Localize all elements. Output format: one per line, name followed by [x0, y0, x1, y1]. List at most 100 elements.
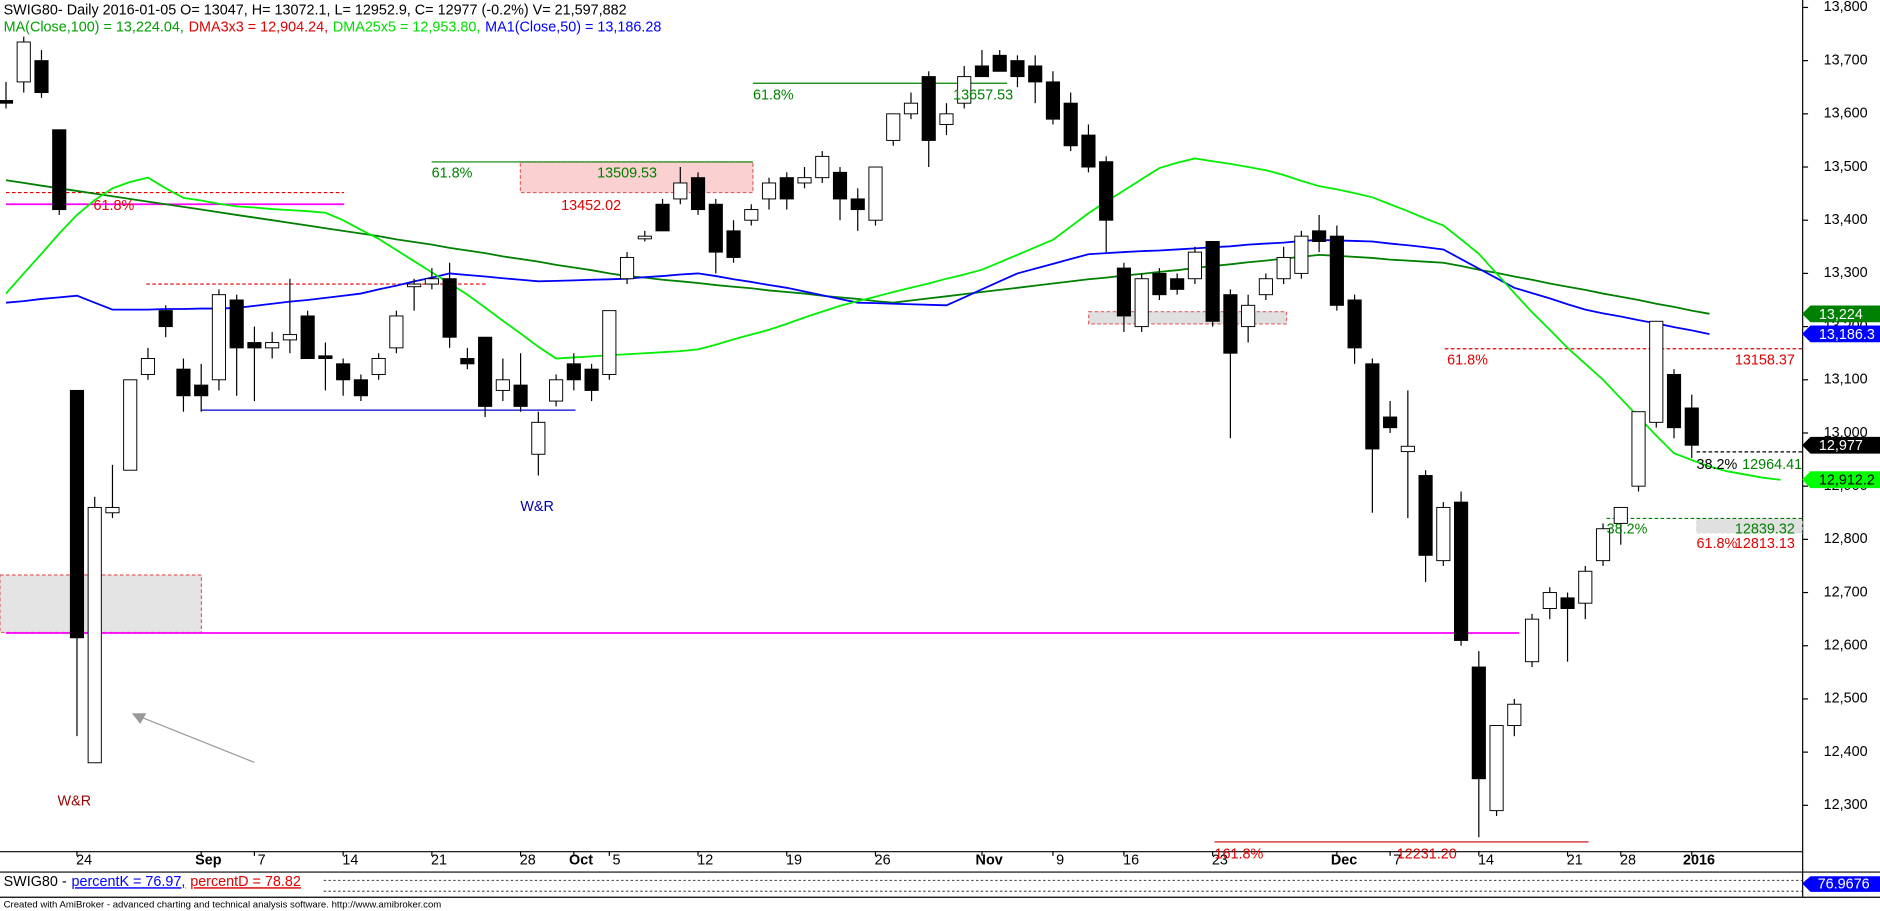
- x-tick-label: 14: [1478, 852, 1494, 868]
- candle-body: [194, 384, 209, 397]
- candle-body: [371, 358, 386, 375]
- candle-body: [318, 355, 333, 359]
- legend-entry: DMA25x5 = 12,953.80,: [333, 19, 480, 35]
- annotation: 61.8%: [94, 198, 135, 214]
- candle-body: [1116, 267, 1131, 317]
- candle-body: [407, 283, 422, 288]
- candle-body: [265, 342, 280, 349]
- candle-body: [52, 129, 67, 211]
- x-tick-label: 5: [613, 852, 621, 868]
- x-tick-label: 23: [1212, 852, 1228, 868]
- candle-body: [744, 209, 759, 221]
- price-tag-bg: [1802, 436, 1880, 454]
- price-tag: 13,186.3: [1819, 327, 1875, 343]
- candle-body: [16, 41, 31, 83]
- annotation: W&R: [520, 499, 554, 515]
- candle-body: [797, 177, 812, 184]
- y-tick-label: 13,500: [1824, 159, 1868, 175]
- candle-body: [815, 155, 830, 179]
- candle-body: [1329, 235, 1344, 306]
- legend-entry: MA(Close,100) = 13,224.04,: [4, 19, 184, 35]
- candle-body: [886, 113, 901, 141]
- annotation: 12839.32: [1735, 522, 1795, 538]
- candle-body: [566, 363, 581, 381]
- price-tag: 13,224: [1819, 307, 1863, 323]
- y-tick-label: 13,000: [1824, 425, 1868, 441]
- candle-body: [34, 60, 49, 94]
- candle-body: [1471, 666, 1486, 780]
- candle-body: [460, 358, 475, 365]
- candle-body: [655, 203, 670, 232]
- annotation: 12813.13: [1735, 536, 1795, 552]
- annotation: 13657.53: [953, 88, 1013, 104]
- candle-body: [247, 342, 262, 349]
- candle-body: [549, 379, 564, 402]
- candle-body: [1524, 618, 1540, 663]
- x-tick-label: 28: [1620, 852, 1636, 868]
- candle-body: [1560, 597, 1575, 609]
- candle-body: [1170, 278, 1185, 290]
- y-tick-label: 12,500: [1824, 691, 1868, 707]
- candle-body: [1649, 320, 1664, 423]
- annotation: 61.8%: [753, 88, 794, 104]
- price-tag-bg: [1802, 325, 1880, 343]
- y-tick-label: 13,100: [1824, 372, 1868, 388]
- candle-body: [1365, 363, 1380, 450]
- x-tick-label: 12: [697, 852, 713, 868]
- candle-body: [1187, 251, 1202, 280]
- candle-body: [1258, 278, 1273, 296]
- candle-body: [619, 256, 635, 280]
- candle-body: [957, 76, 972, 104]
- candle-body: [1400, 445, 1415, 453]
- annotation: 61.8%: [1697, 536, 1738, 552]
- candle-body: [779, 177, 794, 200]
- candle-body: [832, 171, 848, 200]
- ma-line: [5, 157, 1781, 481]
- candle-body: [1631, 411, 1646, 487]
- y-tick-label: 13,600: [1824, 106, 1868, 122]
- footer: Created with AmiBroker - advanced charti…: [4, 900, 442, 911]
- price-tag: 12,977: [1819, 438, 1863, 454]
- candle-body: [637, 235, 652, 240]
- candle-body: [1294, 235, 1309, 274]
- legend-entry: DMA3x3 = 12,904.24,: [189, 19, 328, 35]
- candle-body: [1205, 241, 1220, 322]
- indicator-title: SWIG80 -: [4, 874, 67, 890]
- indicator-tag-bg: [1802, 876, 1880, 892]
- candle-body: [1241, 304, 1256, 328]
- x-tick-label: 7: [258, 852, 266, 868]
- candle-body: [282, 334, 297, 341]
- candle-body: [87, 506, 102, 764]
- candle-body: [300, 315, 315, 359]
- candle-body: [1507, 703, 1522, 727]
- y-tick-label: 13,300: [1824, 265, 1868, 281]
- candle-body: [1666, 373, 1682, 429]
- price-tag-bg: [1802, 471, 1880, 489]
- candle-body: [1223, 294, 1238, 354]
- candle-body: [158, 310, 173, 328]
- annotation: 61.8%: [1447, 353, 1488, 369]
- header-title: SWIG80- Daily 2016-01-05 O= 13047, H= 13…: [4, 3, 627, 19]
- candle-body: [389, 315, 404, 349]
- candle-body: [761, 182, 777, 200]
- price-tag: 12,912.2: [1819, 473, 1875, 489]
- candle-body: [1595, 528, 1611, 562]
- candle-body: [974, 65, 990, 78]
- x-tick-label: 28: [520, 852, 536, 868]
- annotation: 61.8%: [432, 166, 473, 182]
- x-tick-label: 26: [875, 852, 891, 868]
- candle-body: [992, 54, 1007, 72]
- x-tick-label: 19: [786, 852, 802, 868]
- x-tick-label: 2016: [1683, 852, 1715, 868]
- legend-entry: MA1(Close,50) = 13,186.28: [485, 19, 661, 35]
- x-tick-label: 24: [76, 852, 92, 868]
- y-tick-label: 12,400: [1824, 744, 1868, 760]
- candle-body: [708, 203, 723, 253]
- zone-box: [1695, 517, 1803, 534]
- candle-body: [336, 363, 351, 381]
- candle-body: [1099, 161, 1114, 221]
- candle-body: [1028, 65, 1043, 83]
- candle-body: [690, 177, 706, 211]
- annotation: 12231.20: [1397, 846, 1457, 862]
